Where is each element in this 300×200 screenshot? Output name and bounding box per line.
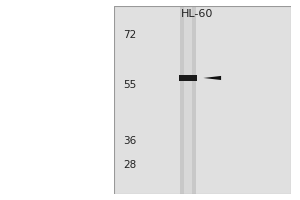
Text: HL-60: HL-60 [181,9,213,19]
Text: 72: 72 [123,30,136,40]
Text: 28: 28 [123,160,136,170]
Bar [180,6,196,194]
Bar [184,6,192,194]
Polygon shape [203,76,221,80]
Text: 55: 55 [123,80,136,90]
Bar [179,75,197,81]
Text: 36: 36 [123,136,136,146]
